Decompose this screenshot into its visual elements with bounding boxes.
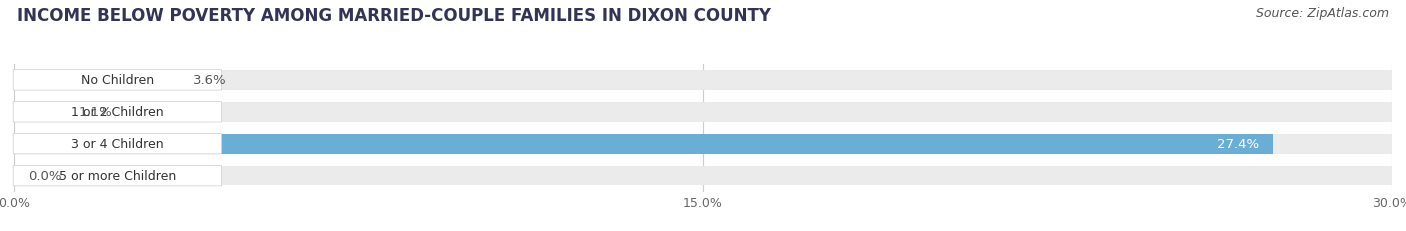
FancyBboxPatch shape: [13, 166, 222, 186]
Text: 3 or 4 Children: 3 or 4 Children: [72, 138, 163, 151]
Text: 27.4%: 27.4%: [1216, 138, 1258, 151]
Bar: [14, 71, 180, 90]
Bar: [14, 103, 1392, 122]
Text: 3.6%: 3.6%: [193, 74, 226, 87]
Text: No Children: No Children: [80, 74, 155, 87]
Bar: [14, 134, 1392, 154]
Bar: [14, 166, 1392, 186]
Bar: [14, 103, 65, 122]
Bar: [14, 71, 1392, 90]
FancyBboxPatch shape: [13, 70, 222, 91]
Text: 1 or 2 Children: 1 or 2 Children: [72, 106, 163, 119]
Bar: [14, 134, 1272, 154]
Text: 0.0%: 0.0%: [28, 169, 62, 182]
Text: Source: ZipAtlas.com: Source: ZipAtlas.com: [1256, 7, 1389, 20]
FancyBboxPatch shape: [13, 102, 222, 122]
FancyBboxPatch shape: [13, 134, 222, 154]
Text: INCOME BELOW POVERTY AMONG MARRIED-COUPLE FAMILIES IN DIXON COUNTY: INCOME BELOW POVERTY AMONG MARRIED-COUPL…: [17, 7, 770, 25]
Text: 1.1%: 1.1%: [79, 106, 112, 119]
Text: 5 or more Children: 5 or more Children: [59, 169, 176, 182]
